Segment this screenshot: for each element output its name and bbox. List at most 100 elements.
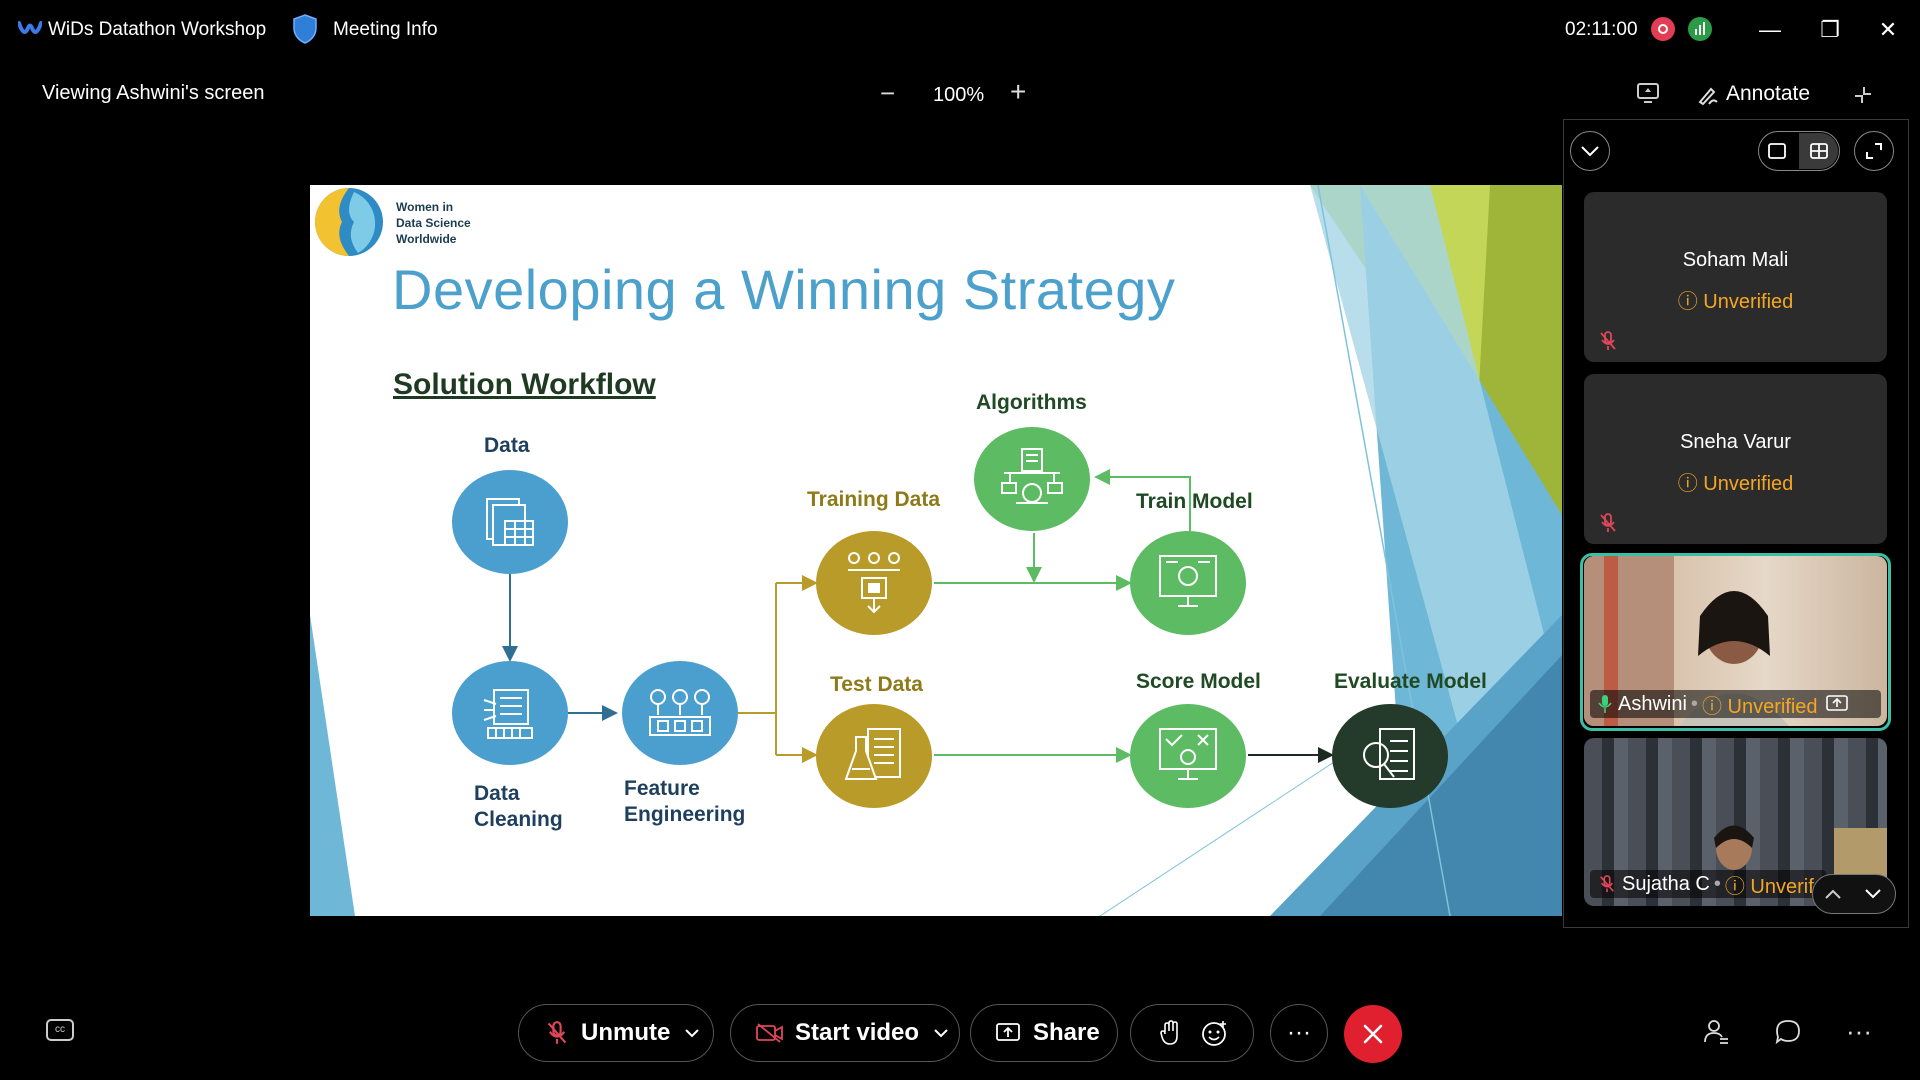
data-node [452, 470, 568, 574]
sharing-icon [1825, 695, 1848, 711]
participant-tile[interactable]: Sneha Varur ⓘ Unverified [1584, 374, 1887, 544]
zoom-in-icon[interactable]: + [1010, 76, 1027, 107]
end-call-icon [1363, 1024, 1383, 1044]
status-text: Unverif [1750, 875, 1814, 898]
chevron-down-icon[interactable] [933, 1027, 949, 1039]
active-speaker-ring [1580, 553, 1891, 731]
monitor-gear-icon [1159, 555, 1217, 607]
label-line: Data [474, 782, 520, 805]
verification-status: ⓘ Unverified [1677, 473, 1794, 495]
title-bar [0, 0, 1920, 60]
fullscreen-button[interactable] [1854, 131, 1894, 171]
chip-icon [848, 552, 900, 614]
layout-toggle[interactable] [1758, 131, 1840, 171]
mic-off-icon [1600, 331, 1616, 350]
verification-status: ⓘ Unverified [1677, 291, 1794, 313]
end-call-button[interactable] [1344, 1005, 1402, 1063]
collapse-icon[interactable] [1852, 84, 1874, 106]
training-data-node [816, 531, 932, 635]
evaluate-model-label: Evaluate Model [1334, 670, 1487, 693]
status-text: Unverified [1703, 473, 1794, 495]
presentation-slide: Women in Data Science Worldwide Developi… [310, 185, 1562, 916]
feature-engineering-node [622, 661, 738, 765]
participant-tile[interactable]: Soham Mali ⓘ Unverified [1584, 192, 1887, 362]
train-model-node [1130, 531, 1246, 635]
record-icon[interactable] [1651, 17, 1675, 41]
more-options-button[interactable]: ··· [1270, 1004, 1328, 1062]
algorithm-icon [1001, 448, 1063, 504]
close-window-button[interactable]: ✕ [1878, 17, 1898, 42]
score-model-label: Score Model [1136, 670, 1261, 693]
remote-control-icon[interactable] [1636, 82, 1660, 104]
participant-name: Sneha Varur [1680, 431, 1791, 453]
monitor-check-icon [1159, 728, 1217, 780]
verification-status: ⓘ Unverif [1724, 875, 1814, 898]
zoom-out-icon[interactable]: − [880, 78, 896, 108]
org-line: Data Science [396, 216, 471, 230]
feature-engineering-label: Feature Engineering [624, 776, 745, 828]
data-cleaning-label: Data Cleaning [474, 781, 563, 833]
org-line: Women in [396, 200, 454, 214]
org-name: Women in Data Science Worldwide [396, 199, 471, 247]
app-title: WiDs Datathon Workshop [48, 19, 267, 40]
separator: • [1690, 692, 1698, 715]
restore-button[interactable]: ❐ [1820, 17, 1840, 42]
chevron-down-icon[interactable] [1863, 885, 1883, 903]
more-icon[interactable]: ··· [1846, 1016, 1872, 1046]
test-data-node [816, 704, 932, 808]
participant-name: Ashwini [1618, 692, 1687, 715]
chevron-down-icon[interactable] [684, 1027, 700, 1039]
share-label: Share [1033, 1019, 1100, 1046]
mic-on-icon [1598, 695, 1612, 713]
chevron-down-icon [1581, 146, 1599, 157]
participant-name: Sujatha C [1622, 872, 1710, 895]
meeting-info-link[interactable]: Meeting Info [333, 19, 438, 40]
stats-icon[interactable] [1688, 17, 1712, 41]
mic-off-icon [547, 1021, 567, 1044]
label-line: Engineering [624, 803, 746, 826]
status-text: Unverified [1703, 291, 1794, 313]
label-line: Feature [624, 777, 700, 800]
wids-logo [315, 188, 383, 256]
test-data-label: Test Data [830, 673, 923, 696]
slide-subheading: Solution Workflow [393, 368, 656, 401]
webex-logo-icon [18, 21, 42, 34]
train-model-label: Train Model [1136, 490, 1253, 513]
share-icon [996, 1023, 1020, 1041]
participant-tile-active[interactable]: Ashwini • ⓘ Unverified [1584, 556, 1887, 726]
minimize-button[interactable]: — [1759, 17, 1781, 42]
participant-name: Soham Mali [1682, 249, 1789, 271]
start-video-label: Start video [795, 1019, 920, 1046]
chevron-up-icon[interactable] [1823, 885, 1843, 903]
chat-icon[interactable] [1774, 1018, 1802, 1046]
raise-hand-icon[interactable] [1159, 1020, 1181, 1046]
score-model-node [1130, 704, 1246, 808]
zoom-level: 100% [933, 84, 985, 106]
participant-namebar: Ashwini • ⓘ Unverified [1590, 690, 1881, 718]
status-text: Unverified [1727, 695, 1818, 718]
label-line: Cleaning [474, 808, 563, 831]
data-cleaning-node [452, 661, 568, 765]
collapse-panel-button[interactable] [1570, 131, 1610, 171]
participants-icon[interactable] [1702, 1018, 1730, 1046]
workflow-connectors [502, 469, 1334, 763]
single-view-icon[interactable] [1768, 143, 1786, 159]
algorithms-label: Algorithms [976, 391, 1087, 414]
expand-icon [1866, 143, 1882, 159]
participant-video [1584, 556, 1789, 726]
meeting-timer: 02:11:00 [1565, 19, 1638, 40]
start-video-button[interactable]: Start video [730, 1004, 960, 1062]
unmute-label: Unmute [581, 1019, 671, 1046]
grid-view-icon[interactable] [1810, 143, 1828, 159]
tile-scroll-controls [1812, 874, 1896, 914]
verification-status: ⓘ Unverified [1701, 695, 1818, 718]
org-line: Worldwide [396, 232, 457, 246]
shield-icon[interactable] [292, 14, 318, 44]
annotate-button[interactable]: Annotate [1726, 82, 1811, 105]
captions-icon[interactable]: cc [46, 1019, 74, 1041]
reactions-icon[interactable] [1201, 1019, 1229, 1047]
reactions-group [1130, 1004, 1254, 1062]
share-button[interactable]: Share [970, 1004, 1118, 1062]
unmute-button[interactable]: Unmute [518, 1004, 714, 1062]
flask-report-icon [844, 728, 901, 780]
